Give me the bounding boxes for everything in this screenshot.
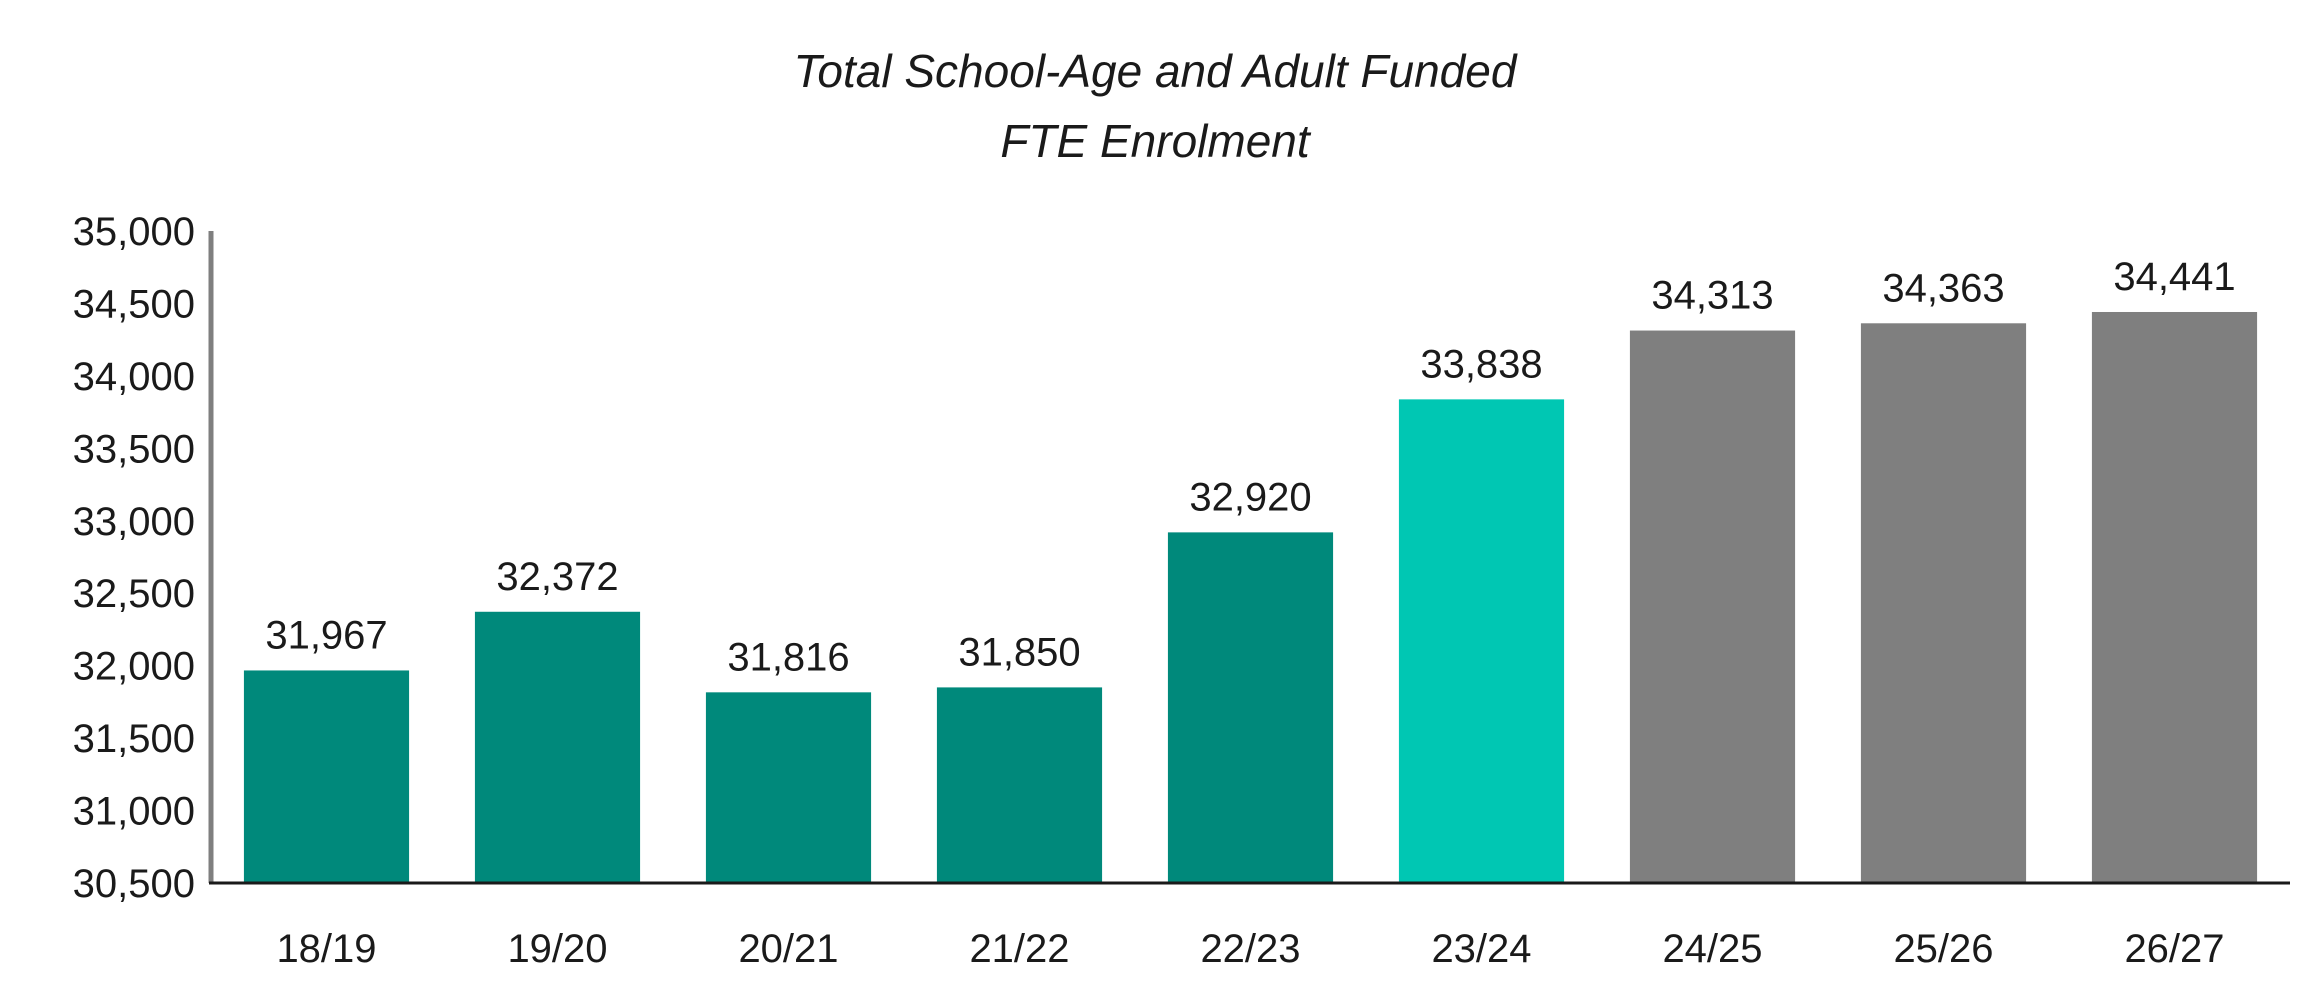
x-tick-label: 23/24 (1431, 927, 1531, 971)
bar (1860, 323, 2027, 884)
data-label: 34,441 (2113, 255, 2235, 299)
y-axis-ticks: 30,500 31,000 31,500 32,000 32,500 33,000 33,5… (73, 210, 195, 906)
value-labels: 31,967 32,372 31,816 31,850 32,920 33,838 34,3… (265, 255, 2235, 679)
x-tick-label: 20/21 (738, 927, 838, 971)
bar (243, 670, 410, 883)
y-tick-label: 34,500 (73, 282, 195, 326)
data-label: 31,850 (958, 630, 1080, 674)
bar (2091, 311, 2258, 883)
y-tick-label: 32,500 (73, 572, 195, 616)
bars (243, 311, 2258, 884)
data-label: 32,372 (496, 555, 618, 599)
y-tick-label: 30,500 (73, 862, 195, 906)
y-tick-label: 33,000 (73, 500, 195, 544)
x-axis-ticks: 18/19 19/20 20/21 21/22 22/23 23/24 24/25 25/26… (276, 927, 2224, 971)
bar (1167, 532, 1334, 883)
bar (1629, 330, 1796, 883)
x-tick-label: 25/26 (1893, 927, 1993, 971)
chart-title-line-2: FTE Enrolment (1000, 115, 1310, 167)
y-tick-label: 31,500 (73, 717, 195, 761)
y-tick-label: 35,000 (73, 210, 195, 254)
data-label: 34,313 (1651, 274, 1773, 318)
x-tick-label: 19/20 (507, 927, 607, 971)
chart-title-line-1: Total School-Age and Adult Funded (793, 45, 1517, 97)
bar (705, 692, 872, 883)
data-label: 31,967 (265, 613, 387, 657)
x-tick-label: 21/22 (969, 927, 1069, 971)
bar (474, 611, 641, 883)
y-tick-label: 34,000 (73, 355, 195, 399)
bar (936, 687, 1103, 883)
data-label: 33,838 (1420, 342, 1542, 386)
x-tick-label: 26/27 (2124, 927, 2224, 971)
bar (1398, 399, 1565, 883)
data-label: 32,920 (1189, 475, 1311, 519)
y-tick-label: 31,000 (73, 790, 195, 834)
x-tick-label: 18/19 (276, 927, 376, 971)
y-tick-label: 32,000 (73, 645, 195, 689)
x-tick-label: 22/23 (1200, 927, 1300, 971)
data-label: 31,816 (727, 635, 849, 679)
x-tick-label: 24/25 (1662, 927, 1762, 971)
y-tick-label: 33,500 (73, 427, 195, 471)
data-label: 34,363 (1882, 266, 2004, 310)
